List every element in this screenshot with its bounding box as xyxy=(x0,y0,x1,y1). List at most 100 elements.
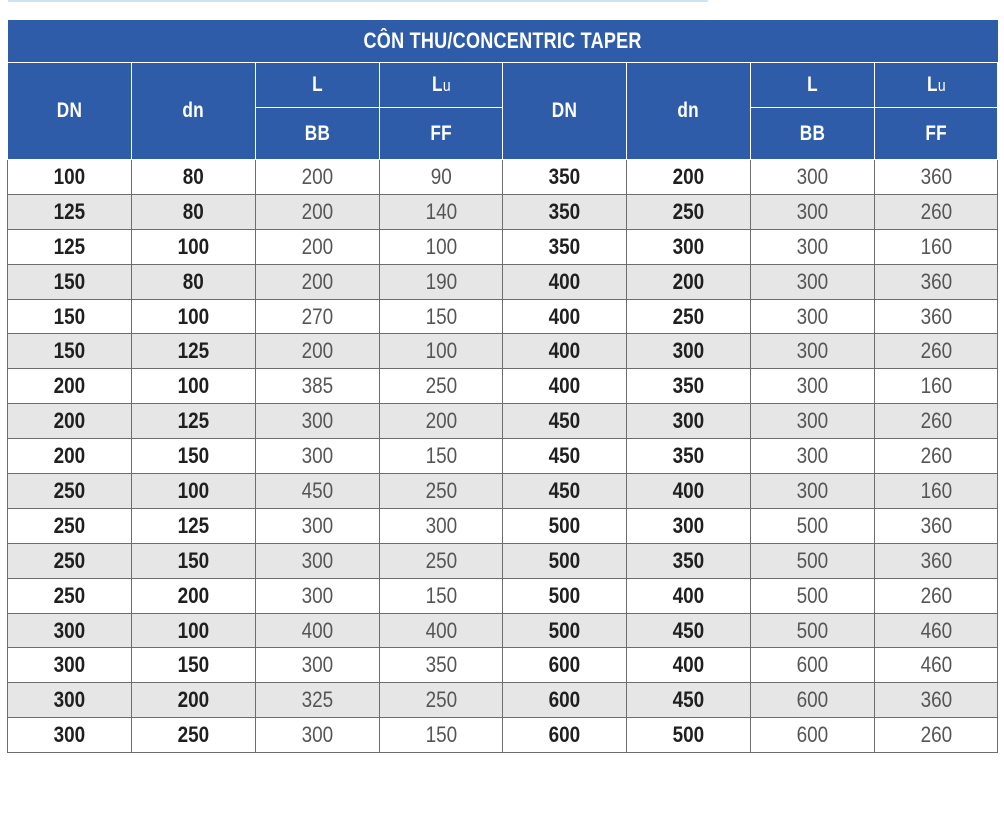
cell-lu-ff-right: 260 xyxy=(873,193,999,230)
cell-lu-ff-left: 100 xyxy=(379,228,503,265)
table-row: 100 80 200 90 350 200 300 360 xyxy=(7,159,999,195)
cell-lu-ff-right: 260 xyxy=(873,577,999,614)
cell-dn-small-right: 250 xyxy=(626,193,751,230)
table-row: 200 125 300 200 450 300 300 260 xyxy=(7,403,999,440)
cell-lu-ff-right: 160 xyxy=(873,473,999,509)
cell-dn-right: 400 xyxy=(502,263,627,300)
table-title: CÔN THU/CONCENTRIC TAPER xyxy=(7,20,998,63)
cell-l-bb-left: 450 xyxy=(255,473,380,509)
cell-dn-right: 450 xyxy=(502,403,627,440)
table-row: 150 100 270 150 400 250 300 360 xyxy=(7,298,999,335)
cell-dn-right: 450 xyxy=(502,473,627,509)
cell-l-bb-left: 300 xyxy=(255,507,380,544)
cell-lu-ff-right: 260 xyxy=(873,403,999,440)
cell-lu-ff-left: 300 xyxy=(379,507,503,544)
cell-lu-ff-right: 160 xyxy=(873,368,999,405)
cell-dn-left: 200 xyxy=(7,438,132,475)
table-row: 200 150 300 150 450 350 300 260 xyxy=(7,438,999,475)
concentric-taper-table: CÔN THU/CONCENTRIC TAPER DN dn L Lu DN d… xyxy=(7,20,999,754)
table-row: 150 125 200 100 400 300 300 260 xyxy=(7,333,999,370)
header-lu-left: Lu xyxy=(379,62,503,108)
cell-dn-left: 300 xyxy=(7,647,132,684)
cell-dn-small-right: 350 xyxy=(626,368,751,405)
table-row: 300 200 325 250 600 450 600 360 xyxy=(7,682,999,719)
cell-l-bb-left: 400 xyxy=(255,612,380,649)
cell-dn-small-left: 125 xyxy=(131,403,256,440)
cell-lu-ff-left: 400 xyxy=(379,612,503,649)
cell-l-bb-right: 300 xyxy=(750,403,875,440)
cell-dn-left: 150 xyxy=(7,298,132,335)
cell-lu-ff-left: 250 xyxy=(379,473,503,509)
header-lu-right: Lu xyxy=(873,62,999,108)
cell-dn-small-left: 100 xyxy=(131,228,256,265)
header-bb-left: BB xyxy=(255,107,380,160)
cell-dn-small-right: 400 xyxy=(626,577,751,614)
cell-dn-small-left: 80 xyxy=(131,159,256,195)
cell-lu-ff-right: 460 xyxy=(873,647,999,684)
cell-dn-small-right: 300 xyxy=(626,403,751,440)
cell-lu-ff-left: 190 xyxy=(379,263,503,300)
cell-lu-ff-left: 350 xyxy=(379,647,503,684)
cell-dn-small-left: 150 xyxy=(131,438,256,475)
cell-dn-small-left: 200 xyxy=(131,682,256,719)
header-dn-right: DN xyxy=(502,62,627,160)
cell-l-bb-right: 500 xyxy=(750,612,875,649)
header-dn-small-right: dn xyxy=(626,62,751,160)
cell-l-bb-right: 300 xyxy=(750,368,875,405)
cell-l-bb-right: 300 xyxy=(750,193,875,230)
header-bb-right: BB xyxy=(750,107,875,160)
cell-dn-left: 250 xyxy=(7,542,132,579)
header-dn-left: DN xyxy=(7,62,132,160)
cell-l-bb-right: 600 xyxy=(750,682,875,719)
cell-lu-ff-left: 100 xyxy=(379,333,503,370)
cell-dn-right: 400 xyxy=(502,333,627,370)
cell-dn-small-left: 80 xyxy=(131,263,256,300)
cell-dn-small-left: 150 xyxy=(131,647,256,684)
cell-dn-small-right: 400 xyxy=(626,647,751,684)
cell-l-bb-left: 300 xyxy=(255,647,380,684)
header-l-left: L xyxy=(255,62,380,108)
cell-l-bb-right: 300 xyxy=(750,438,875,475)
cell-dn-small-right: 450 xyxy=(626,612,751,649)
cell-l-bb-left: 200 xyxy=(255,333,380,370)
cell-dn-small-right: 400 xyxy=(626,473,751,509)
cell-lu-ff-left: 150 xyxy=(379,438,503,475)
cell-dn-left: 250 xyxy=(7,577,132,614)
header-l-right: L xyxy=(750,62,875,108)
cell-lu-ff-right: 360 xyxy=(873,542,999,579)
cell-lu-ff-right: 360 xyxy=(873,298,999,335)
cell-dn-left: 125 xyxy=(7,228,132,265)
cell-lu-ff-right: 260 xyxy=(873,333,999,370)
table-row: 300 150 300 350 600 400 600 460 xyxy=(7,647,999,684)
cell-dn-small-left: 125 xyxy=(131,507,256,544)
cell-dn-left: 300 xyxy=(7,717,132,754)
table-row: 150 80 200 190 400 200 300 360 xyxy=(7,263,999,300)
cell-lu-ff-right: 360 xyxy=(873,507,999,544)
cell-dn-left: 200 xyxy=(7,403,132,440)
cell-dn-right: 600 xyxy=(502,682,627,719)
cell-l-bb-right: 300 xyxy=(750,473,875,509)
cell-dn-left: 100 xyxy=(7,159,132,195)
cell-dn-small-left: 100 xyxy=(131,473,256,509)
cell-l-bb-left: 300 xyxy=(255,542,380,579)
cell-lu-ff-right: 260 xyxy=(873,717,999,754)
table-row: 200 100 385 250 400 350 300 160 xyxy=(7,368,999,405)
header-ff-right: FF xyxy=(873,107,999,160)
table-row: 250 100 450 250 450 400 300 160 xyxy=(7,473,999,509)
cell-l-bb-left: 200 xyxy=(255,228,380,265)
cell-lu-ff-left: 150 xyxy=(379,717,503,754)
cell-dn-left: 250 xyxy=(7,473,132,509)
cell-dn-small-right: 300 xyxy=(626,507,751,544)
table-row: 300 250 300 150 600 500 600 260 xyxy=(7,717,999,754)
cell-dn-small-right: 350 xyxy=(626,542,751,579)
cell-dn-right: 350 xyxy=(502,159,627,195)
header-dn-small-left: dn xyxy=(131,62,256,160)
cell-dn-small-right: 250 xyxy=(626,298,751,335)
cell-dn-right: 350 xyxy=(502,193,627,230)
cell-lu-ff-left: 250 xyxy=(379,368,503,405)
cell-dn-right: 500 xyxy=(502,542,627,579)
cell-l-bb-left: 300 xyxy=(255,577,380,614)
cell-l-bb-left: 200 xyxy=(255,159,380,195)
cell-dn-small-right: 450 xyxy=(626,682,751,719)
cell-dn-right: 600 xyxy=(502,717,627,754)
